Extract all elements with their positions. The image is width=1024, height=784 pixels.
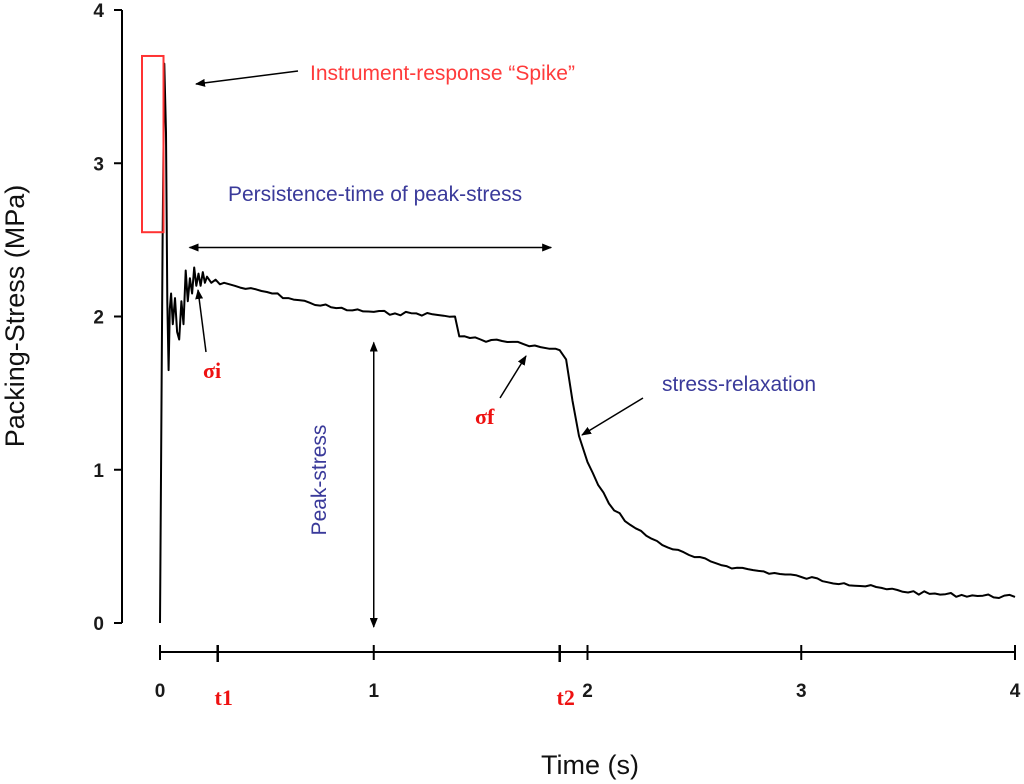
x-marker-label-t1: t1 [215,685,233,710]
spike-highlight-box [141,54,165,234]
x-marker-label-t2: t2 [557,685,575,710]
x-ticks: 0 1 2 3 4 [155,645,1021,702]
x-tick-label: 3 [796,681,807,702]
x-axis-title: Time (s) [541,750,639,780]
x-tick-label: 1 [368,681,379,702]
x-tick-label: 2 [582,681,593,702]
y-tick-label: 2 [93,308,104,329]
series-line-packing-stress [159,62,1016,624]
x-markers: t1 t2 [215,645,575,710]
sigma-f-label: σf [475,404,495,429]
relaxation-annotation: stress-relaxation [662,373,816,396]
y-tick-label: 3 [93,154,104,175]
y-ticks: 0 1 2 3 4 [93,1,122,635]
relaxation-pointer-arrow [581,397,644,436]
y-tick-label: 0 [93,614,104,635]
sigma-i-label: σi [203,358,221,383]
sigma-f-pointer-arrow [499,355,527,399]
spike-pointer-arrow [195,70,299,87]
y-tick-label: 1 [93,461,104,482]
x-tick-label: 4 [1010,681,1021,702]
spike-annotation: Instrument-response “Spike” [310,62,575,85]
peak-stress-annotation: Peak-stress [308,425,331,536]
sigma-i-pointer-arrow [195,289,207,353]
persistence-annotation: Persistence-time of peak-stress [228,183,522,206]
y-axis-title: Packing-Stress (MPa) [0,185,30,448]
y-tick-label: 4 [93,1,104,22]
x-tick-label: 0 [155,681,166,702]
